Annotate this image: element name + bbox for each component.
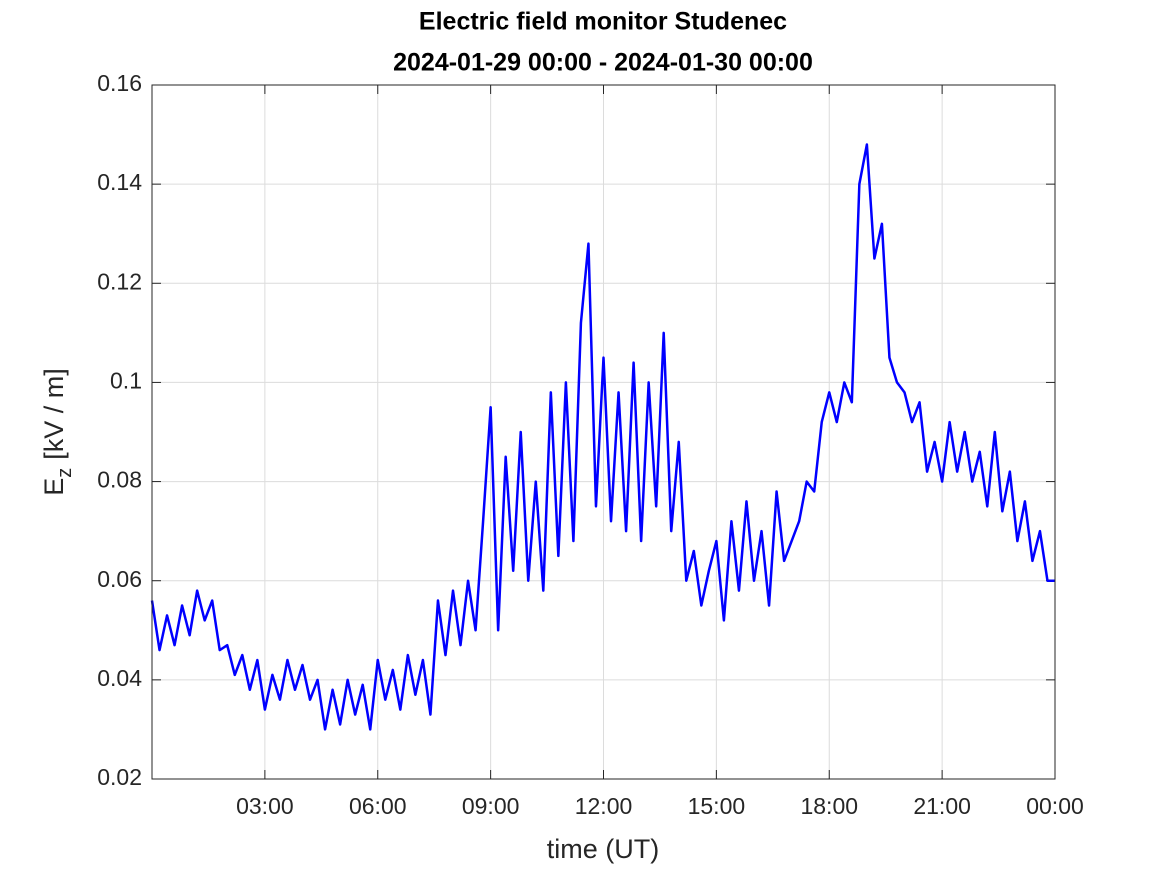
data-line xyxy=(150,143,1055,731)
y-tick-label: 0.02 xyxy=(97,764,142,790)
x-axis-label: time (UT) xyxy=(547,834,659,864)
y-tick-label: 0.14 xyxy=(97,169,142,195)
x-tick-label: 00:00 xyxy=(1026,793,1084,819)
y-label-unit: [kV / m] xyxy=(39,368,69,460)
y-tick-label: 0.04 xyxy=(97,665,142,691)
y-label-symbol: E xyxy=(39,478,69,496)
y-tick-label: 0.06 xyxy=(97,566,142,592)
y-axis-label: Ez [kV / m] xyxy=(39,368,76,496)
y-label-subscript: z xyxy=(54,468,76,478)
y-tick-label: 0.16 xyxy=(97,70,142,96)
y-tick-label: 0.08 xyxy=(97,467,142,493)
x-tick-label: 03:00 xyxy=(236,793,294,819)
x-tick-label: 15:00 xyxy=(688,793,746,819)
chart-title: Electric field monitor Studenec xyxy=(419,8,787,36)
plot-frame xyxy=(151,84,1056,780)
chart-subtitle: 2024-01-29 00:00 - 2024-01-30 00:00 xyxy=(393,49,813,77)
y-tick-label: 0.1 xyxy=(110,368,142,394)
y-axis-label-text: Ez [kV / m] xyxy=(39,368,76,496)
x-tick-label: 18:00 xyxy=(800,793,858,819)
x-tick-label: 12:00 xyxy=(575,793,633,819)
x-tick-label: 21:00 xyxy=(913,793,971,819)
x-tick-label: 06:00 xyxy=(349,793,407,819)
x-tick-label: 09:00 xyxy=(462,793,520,819)
y-tick-label: 0.12 xyxy=(97,268,142,294)
